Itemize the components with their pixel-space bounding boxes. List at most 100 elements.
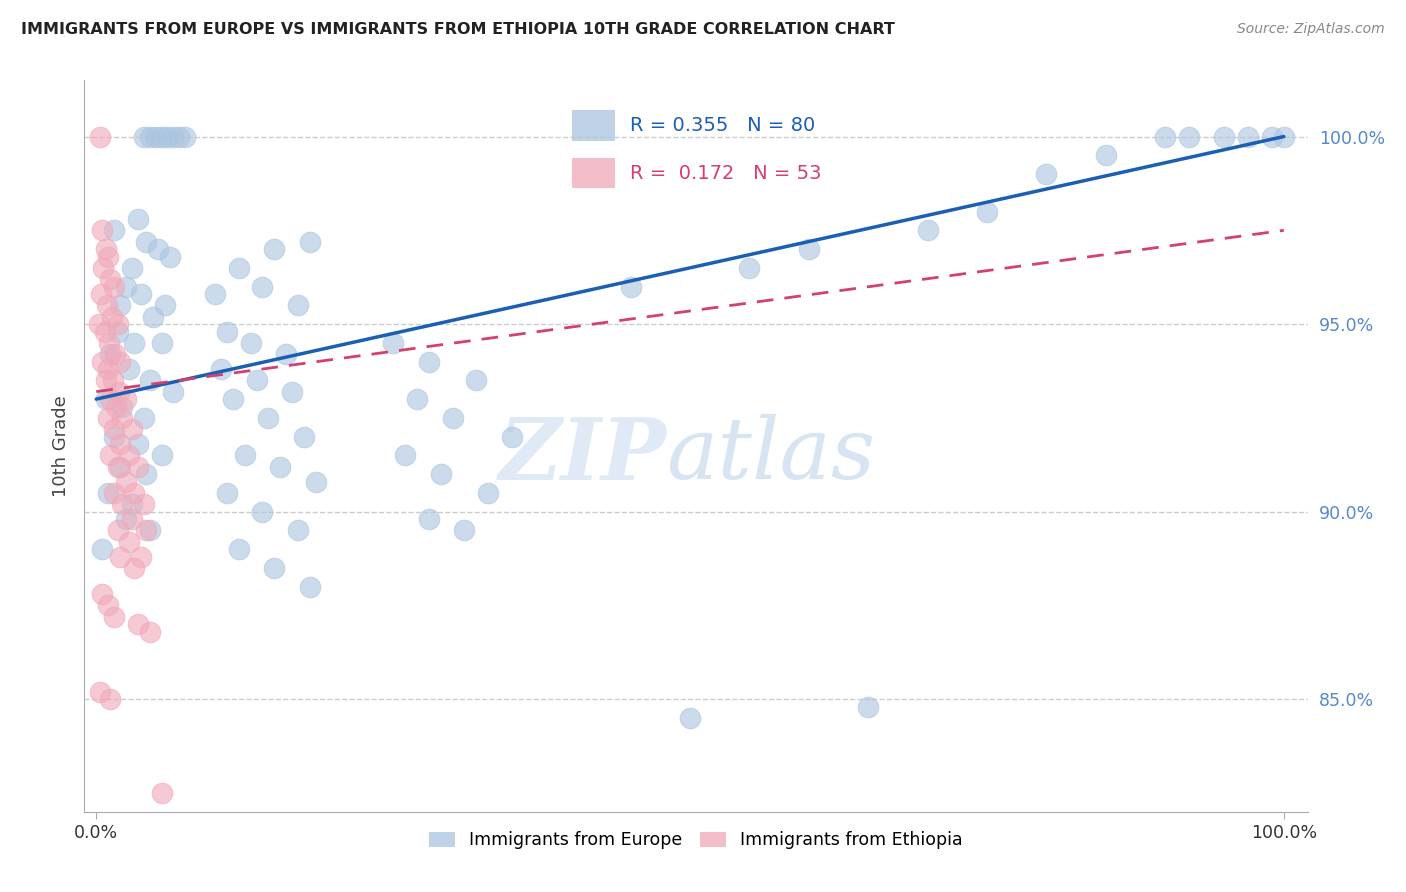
Point <box>162 384 184 399</box>
Point <box>122 561 145 575</box>
Point <box>298 235 321 249</box>
Point <box>269 459 291 474</box>
Point <box>127 212 149 227</box>
Point <box>121 497 143 511</box>
Point <box>976 204 998 219</box>
Point <box>1261 129 1284 144</box>
Point <box>174 129 197 144</box>
Point <box>103 279 125 293</box>
Point <box>115 392 138 406</box>
Point <box>90 287 112 301</box>
Point <box>103 429 125 443</box>
Point <box>127 617 149 632</box>
Point <box>1237 129 1260 144</box>
Point <box>103 486 125 500</box>
Point <box>228 542 250 557</box>
Point <box>100 392 122 406</box>
Point <box>441 410 464 425</box>
Point <box>797 242 820 256</box>
Text: ZIP: ZIP <box>498 414 666 497</box>
Point <box>453 524 475 538</box>
Point <box>382 335 405 350</box>
Point <box>917 223 939 237</box>
Point <box>115 279 138 293</box>
Point <box>856 699 879 714</box>
Point <box>105 400 128 414</box>
Point <box>1094 148 1116 162</box>
Point <box>138 624 160 639</box>
Point <box>108 459 131 474</box>
Point <box>97 599 120 613</box>
Point <box>239 335 262 350</box>
Point <box>287 524 309 538</box>
Point <box>298 580 321 594</box>
Point <box>153 298 176 312</box>
Point <box>135 524 157 538</box>
Point <box>104 347 127 361</box>
Point <box>150 335 173 350</box>
Point <box>145 129 167 144</box>
Point <box>107 524 129 538</box>
Y-axis label: 10th Grade: 10th Grade <box>52 395 70 497</box>
Point <box>111 400 134 414</box>
Point <box>93 260 115 275</box>
Point <box>91 354 114 368</box>
Point <box>394 449 416 463</box>
Point <box>108 354 131 368</box>
Point <box>98 335 121 350</box>
Point <box>159 250 181 264</box>
Point <box>107 317 129 331</box>
Point <box>103 422 125 436</box>
Point <box>1272 129 1295 144</box>
Bar <box>572 158 614 188</box>
Point <box>127 437 149 451</box>
Text: IMMIGRANTS FROM EUROPE VS IMMIGRANTS FROM ETHIOPIA 10TH GRADE CORRELATION CHART: IMMIGRANTS FROM EUROPE VS IMMIGRANTS FRO… <box>21 22 896 37</box>
Point <box>121 512 143 526</box>
Point <box>132 497 155 511</box>
Point <box>429 467 451 482</box>
Point <box>146 242 169 256</box>
Point <box>287 298 309 312</box>
Point <box>252 279 274 293</box>
Point <box>276 347 298 361</box>
Point <box>156 129 179 144</box>
Point <box>101 373 124 387</box>
Point <box>135 235 157 249</box>
Point <box>100 310 122 324</box>
Point <box>97 362 120 376</box>
Point <box>115 475 138 489</box>
Point <box>465 373 488 387</box>
Point <box>94 392 117 406</box>
Point <box>107 459 129 474</box>
Point <box>1035 167 1057 181</box>
Point <box>97 410 120 425</box>
Point <box>131 549 153 564</box>
Point <box>418 512 440 526</box>
Point <box>418 354 440 368</box>
Point <box>107 384 129 399</box>
Point <box>406 392 429 406</box>
Point <box>94 242 117 256</box>
Point <box>257 410 280 425</box>
Point <box>94 373 117 387</box>
Point <box>1154 129 1177 144</box>
Point <box>138 524 160 538</box>
Point <box>228 260 250 275</box>
Point <box>89 684 111 698</box>
Point <box>100 449 122 463</box>
Point <box>89 129 111 144</box>
Point <box>100 272 122 286</box>
Point <box>233 449 256 463</box>
Point <box>169 129 191 144</box>
Point <box>150 786 173 800</box>
Point <box>738 260 761 275</box>
Point <box>142 310 165 324</box>
Point <box>215 486 238 500</box>
Point <box>150 449 173 463</box>
Point <box>1178 129 1201 144</box>
Point <box>138 129 160 144</box>
Point <box>118 449 141 463</box>
Point <box>108 549 131 564</box>
Point <box>679 711 702 725</box>
Point <box>96 298 118 312</box>
